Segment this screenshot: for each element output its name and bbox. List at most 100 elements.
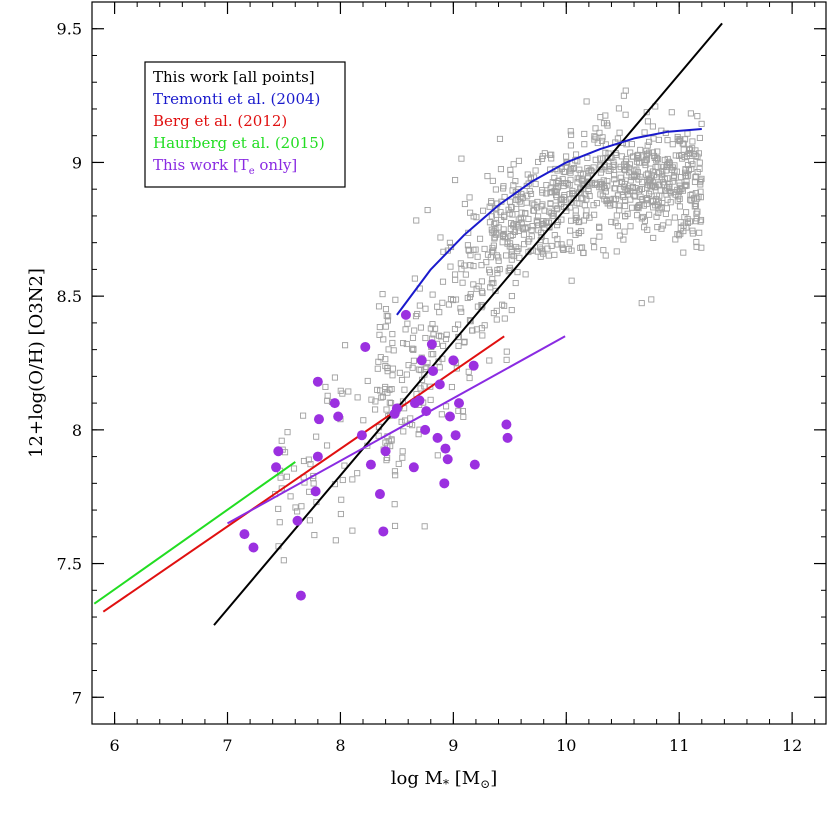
data-point-square (503, 348, 510, 355)
data-point-square (478, 278, 485, 285)
data-point-square (455, 407, 462, 414)
data-point-square (428, 351, 435, 358)
data-point-square (402, 326, 409, 333)
data-point-square (501, 193, 508, 201)
data-point-square (378, 394, 385, 401)
data-point-square (659, 179, 667, 186)
te-data-point (365, 459, 376, 470)
te-data-point (416, 355, 427, 366)
data-point-square (520, 231, 528, 238)
data-point-square (396, 369, 403, 376)
data-point-square (287, 493, 294, 500)
data-point-square (615, 105, 622, 112)
data-point-square (547, 200, 554, 208)
data-point-square (613, 151, 620, 159)
data-point-square (680, 228, 687, 235)
data-point-square (467, 318, 474, 325)
data-point-square (581, 130, 588, 137)
data-point-square (643, 152, 650, 159)
data-point-square (512, 279, 519, 287)
data-point-square (562, 204, 569, 211)
data-point-square (631, 171, 638, 179)
data-point-square (392, 472, 399, 479)
data-point-square (655, 136, 662, 143)
data-point-square (438, 411, 445, 418)
y-tick-label: 9.5 (57, 20, 82, 39)
data-point-square (531, 201, 538, 208)
y-tick-label: 7.5 (57, 555, 82, 574)
x-tick-label: 10 (556, 736, 576, 755)
data-point-square (671, 214, 678, 221)
data-point-square (592, 134, 599, 141)
data-point-square (443, 403, 450, 410)
data-point-square (409, 364, 416, 371)
data-point-square (422, 305, 429, 312)
data-point-square (644, 118, 651, 125)
data-point-square (610, 158, 617, 165)
data-point-square (522, 210, 529, 217)
data-point-square (338, 496, 345, 503)
data-point-square (580, 217, 587, 224)
data-point-square (508, 256, 515, 263)
data-point-square (529, 200, 536, 207)
data-point-square (310, 480, 317, 487)
data-point-square (604, 200, 611, 207)
data-point-square (439, 299, 446, 306)
data-point-square (548, 155, 555, 162)
data-point-square (430, 351, 437, 358)
data-point-square (487, 284, 494, 291)
data-point-square (620, 236, 627, 243)
data-point-square (645, 138, 653, 145)
te-data-point (426, 339, 437, 350)
data-point-square (553, 186, 560, 193)
data-point-square (538, 203, 545, 210)
data-point-square (478, 325, 485, 332)
data-point-square (689, 230, 696, 237)
data-point-square (461, 339, 468, 346)
data-point-square (331, 374, 338, 381)
data-point-square (452, 176, 459, 184)
data-point-square (621, 228, 628, 235)
data-point-square (400, 428, 407, 435)
data-point-square (388, 386, 395, 393)
data-point-square (599, 134, 606, 141)
data-point-square (403, 340, 410, 348)
data-point-square (572, 207, 579, 214)
data-point-square (409, 345, 416, 352)
data-point-square (663, 205, 670, 212)
data-point-square (490, 242, 497, 249)
data-point-square (417, 324, 425, 331)
data-point-square (623, 155, 630, 163)
te-data-point (448, 355, 459, 366)
series-line-1 (396, 128, 702, 316)
x-tick-label: 8 (335, 736, 345, 755)
data-point-square (427, 383, 434, 390)
te-data-point (292, 515, 303, 526)
data-point-square (553, 194, 560, 201)
data-point-square (600, 247, 607, 254)
data-point-square (689, 138, 696, 145)
data-point-square (543, 182, 550, 189)
data-point-square (469, 327, 476, 334)
te-data-point (400, 309, 411, 320)
x-axis-label: log M* [M⊙] (391, 768, 498, 791)
data-point-square (435, 332, 443, 339)
data-point-square (583, 207, 590, 214)
data-point-square (398, 418, 405, 425)
data-point-square (604, 182, 611, 189)
data-point-square (512, 196, 519, 203)
data-point-square (306, 517, 313, 524)
data-point-square (389, 365, 397, 372)
data-point-square (637, 146, 644, 153)
data-point-square (674, 231, 681, 238)
data-point-square (693, 210, 700, 217)
data-point-square (349, 476, 356, 483)
data-point-square (277, 474, 284, 481)
data-point-square (486, 219, 493, 226)
data-point-square (634, 151, 641, 158)
data-point-square (392, 296, 399, 303)
data-point-square (399, 448, 406, 455)
data-point-square (551, 251, 558, 258)
legend-entry-tremonti: Tremonti et al. (2004) (153, 90, 320, 108)
data-point-square (508, 246, 515, 253)
